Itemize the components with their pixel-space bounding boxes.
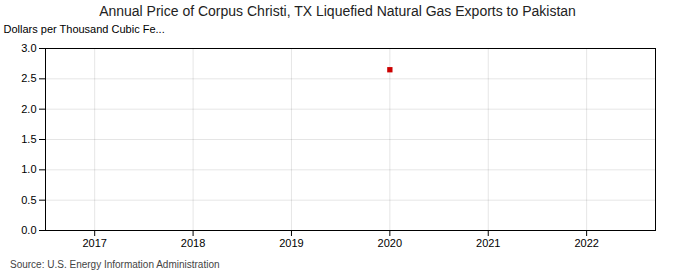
html-text:Annual Price of Corpus Christi: Annual Price of Corpus Christi, TX Lique…	[99, 3, 576, 19]
svg-text:1.5: 1.5	[21, 133, 36, 145]
svg-text:2018: 2018	[181, 237, 205, 249]
svg-text:2.5: 2.5	[21, 72, 36, 84]
svg-text:0.0: 0.0	[21, 224, 36, 236]
svg-text:2020: 2020	[378, 237, 402, 249]
svg-text:2017: 2017	[82, 237, 106, 249]
svg-text:2021: 2021	[476, 237, 500, 249]
svg-text:2022: 2022	[574, 237, 598, 249]
svg-text:2019: 2019	[279, 237, 303, 249]
html-text:Source: U.S. Energy Informatio: Source: U.S. Energy Information Administ…	[10, 259, 220, 270]
svg-text:0.5: 0.5	[21, 194, 36, 206]
svg-text:3.0: 3.0	[21, 42, 36, 54]
svg-text:2.0: 2.0	[21, 103, 36, 115]
svg-text:1.0: 1.0	[21, 163, 36, 175]
svg-text:Dollars per Thousand Cubic Fe.: Dollars per Thousand Cubic Fe...	[4, 23, 165, 35]
